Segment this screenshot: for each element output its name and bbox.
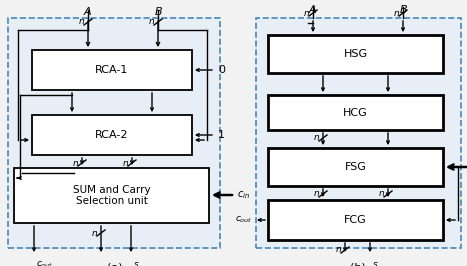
Text: $n$: $n$: [313, 134, 320, 143]
Text: $B$: $B$: [398, 3, 408, 15]
Text: FSG: FSG: [345, 162, 367, 172]
Text: $n$: $n$: [122, 159, 129, 168]
Text: $A$: $A$: [83, 5, 93, 17]
Bar: [8, 18, 220, 248]
Text: $B$: $B$: [154, 5, 163, 17]
Text: $n$: $n$: [393, 9, 400, 18]
Bar: [14, 168, 209, 223]
Text: $n$: $n$: [78, 18, 85, 27]
Text: RCA-1: RCA-1: [95, 65, 129, 75]
Text: 0: 0: [218, 65, 225, 75]
Bar: [268, 148, 443, 186]
Text: HCG: HCG: [343, 107, 368, 118]
Text: $s$: $s$: [133, 260, 140, 266]
Text: $n$: $n$: [91, 228, 98, 238]
Text: FCG: FCG: [344, 215, 367, 225]
Text: $n$: $n$: [72, 159, 79, 168]
Bar: [268, 200, 443, 240]
Text: $n$: $n$: [378, 189, 385, 198]
Text: $n$: $n$: [303, 9, 310, 18]
Text: (a): (a): [107, 262, 123, 266]
Text: $n$: $n$: [313, 189, 320, 198]
Text: $c_{out}$: $c_{out}$: [36, 260, 54, 266]
Text: (b): (b): [350, 262, 366, 266]
Bar: [32, 50, 192, 90]
Text: $s$: $s$: [372, 260, 378, 266]
Text: HSG: HSG: [343, 49, 368, 59]
Text: 1: 1: [218, 130, 225, 140]
Text: $c_{in}$: $c_{in}$: [237, 189, 250, 201]
Text: $n$: $n$: [148, 18, 155, 27]
Text: $c_{out}$: $c_{out}$: [234, 215, 252, 225]
Bar: [268, 95, 443, 130]
Bar: [32, 115, 192, 155]
Text: $A$: $A$: [308, 3, 318, 15]
Bar: [256, 18, 461, 248]
Text: RCA-2: RCA-2: [95, 130, 129, 140]
Bar: [268, 35, 443, 73]
Text: $n$: $n$: [335, 246, 342, 255]
Text: SUM and Carry
Selection unit: SUM and Carry Selection unit: [73, 185, 150, 206]
